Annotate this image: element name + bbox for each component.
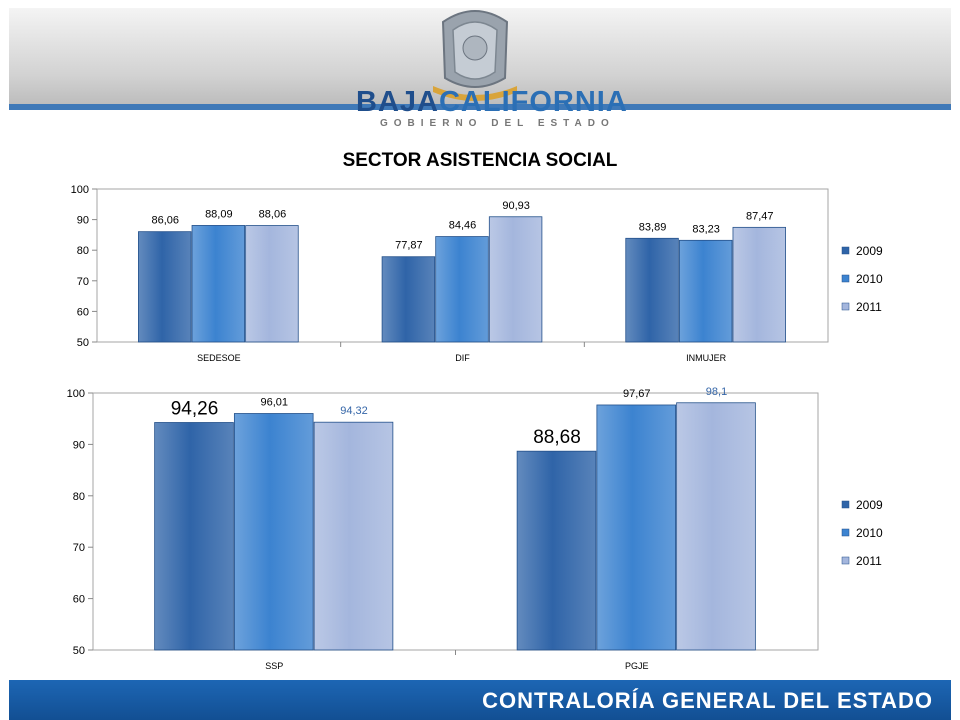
legend-swatch-2009 [841,246,850,255]
bar-inmujer-2011 [732,226,786,343]
data-label: 77,87 [395,240,423,252]
logo-wordmark: BAJACALIFORNIA [356,86,628,118]
category-label: SEDESOE [197,353,241,363]
bar-sedesoe-2010 [191,225,246,343]
header-divider [9,104,951,110]
legend-label-2009: 2009 [856,498,883,512]
legend-label-2009: 2009 [856,244,883,258]
data-label: 88,09 [205,208,233,220]
y-tick-label: 60 [73,594,85,606]
bar-pgje-2010 [596,404,677,651]
government-seal-logo [433,10,517,101]
footer-title: CONTRALORÍA GENERAL DEL ESTADO [482,688,933,713]
bar-sedesoe-2009 [138,231,192,343]
data-label: 88,68 [533,427,581,448]
data-label: 88,06 [259,209,287,221]
category-label: PGJE [625,661,649,671]
y-tick-label: 100 [71,184,89,196]
bar-dif-2011 [488,216,543,343]
y-tick-label: 80 [73,491,85,503]
footer-band: CONTRALORÍA GENERAL DEL ESTADO [9,680,951,720]
legend-label-2010: 2010 [856,526,883,540]
data-label: 83,89 [639,221,667,233]
bar-pgje-2009 [516,450,597,651]
plot-area [92,392,819,651]
category-label: INMUJER [686,353,726,363]
bar-ssp-2011 [313,421,394,651]
chart-title: SECTOR ASISTENCIA SOCIAL [342,150,618,171]
legend-swatch-2010 [841,274,850,283]
data-label: 90,93 [502,200,530,212]
plot-area [96,188,829,343]
bar-ssp-2009 [154,422,234,651]
data-label: 83,23 [692,223,720,235]
y-tick-label: 50 [73,645,85,657]
bar-dif-2009 [381,256,436,343]
data-label: 94,32 [340,405,368,417]
bar-ssp-2010 [233,413,314,651]
legend-swatch-2011 [841,556,850,565]
y-tick-label: 80 [77,245,89,257]
y-tick-label: 100 [67,388,85,400]
legend-swatch-2010 [841,528,850,537]
legend-swatch-2009 [841,500,850,509]
legend-label-2011: 2011 [856,554,882,568]
data-label: 94,26 [171,399,219,420]
bar-inmujer-2009 [625,237,679,343]
legend-label-2010: 2010 [856,272,883,286]
y-tick-label: 50 [77,337,89,349]
data-label: 98,1 [706,386,727,398]
y-tick-label: 70 [77,276,89,288]
logo-subtitle: GOBIERNO DEL ESTADO [380,118,615,129]
data-label: 86,06 [151,215,179,227]
legend-swatch-2011 [841,302,850,311]
bar-sedesoe-2011 [245,225,299,343]
data-label: 87,47 [746,210,774,222]
data-label: 96,01 [260,397,288,409]
legend-label-2011: 2011 [856,300,882,314]
y-tick-label: 90 [77,215,89,227]
y-tick-label: 90 [73,439,85,451]
data-label: 97,67 [623,388,651,400]
bar-pgje-2011 [676,402,756,651]
data-label: 84,46 [449,220,477,232]
category-label: DIF [455,353,470,363]
y-tick-label: 70 [73,542,85,554]
category-label: SSP [265,661,283,671]
bar-dif-2010 [435,236,489,343]
bar-inmujer-2010 [678,239,733,343]
y-tick-label: 60 [77,306,89,318]
